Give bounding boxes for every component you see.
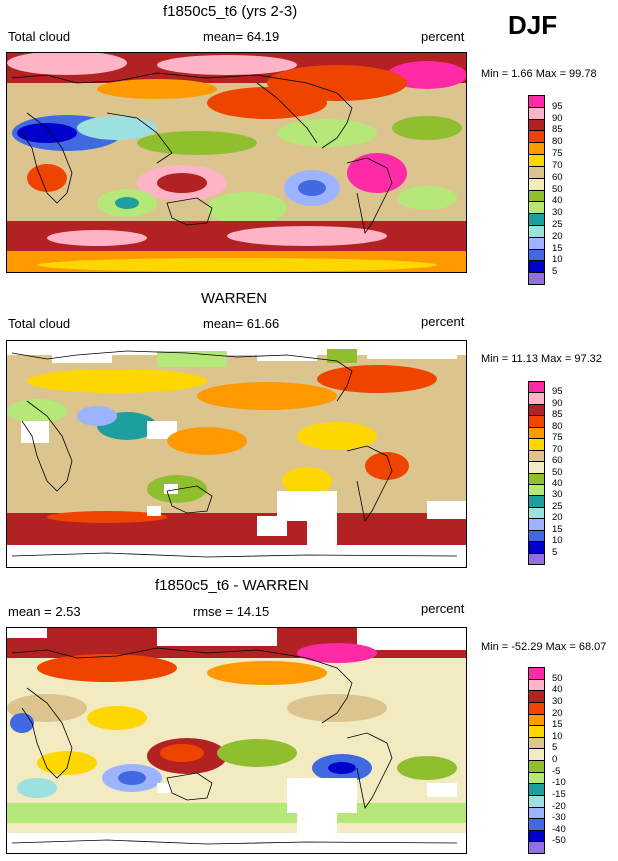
colorbar-label: 70 xyxy=(552,159,563,171)
colorbar-label: 50 xyxy=(552,183,563,195)
colorbar-label: 10 xyxy=(552,535,563,547)
colorbar-label: 0 xyxy=(552,754,558,765)
colorbar-label: 20 xyxy=(552,707,563,719)
colorbar-label: 80 xyxy=(552,136,563,148)
panel-3-mean-label: mean = 2.53 xyxy=(8,604,81,619)
colorbar-label: -5 xyxy=(552,765,561,777)
panel-3-units-label: percent xyxy=(421,601,465,616)
colorbar-label: 10 xyxy=(552,254,563,266)
panel-3-map xyxy=(6,627,467,854)
panel-3-rmse-label: rmse = 14.15 xyxy=(193,604,270,619)
panel-1-map-plot xyxy=(7,53,466,272)
season-label: DJF xyxy=(508,10,558,40)
colorbar-label: -40 xyxy=(552,823,566,835)
colorbar-label: 60 xyxy=(552,455,563,467)
colorbar-label: 75 xyxy=(552,432,563,444)
colorbar-label: 90 xyxy=(552,397,563,409)
panel-3-map-plot xyxy=(7,628,466,853)
colorbar-label: 20 xyxy=(552,512,563,524)
colorbar-label: 30 xyxy=(552,489,563,501)
colorbar-label: 15 xyxy=(552,523,563,535)
panel-2-title: WARREN xyxy=(201,290,268,307)
colorbar-label: 30 xyxy=(552,207,563,219)
colorbar-label: 15 xyxy=(552,719,563,731)
colorbar-label: 90 xyxy=(552,112,563,124)
panel-1-minmax: Min = 1.66 Max = 99.78 xyxy=(481,68,597,80)
colorbar-label: 95 xyxy=(552,386,563,398)
colorbar-label: -30 xyxy=(552,812,566,824)
colorbar-label: 20 xyxy=(552,230,563,242)
colorbar-label: 40 xyxy=(552,477,563,489)
panel-1-units-label: percent xyxy=(421,29,465,44)
panel-2-mean-label: mean= 61.66 xyxy=(203,316,280,331)
colorbar-label: 95 xyxy=(552,100,563,112)
panel-1-variable-label: Total cloud xyxy=(8,29,71,44)
panel-3-colorbar: 50 40 30 20 15 10 5 0 -5 -10 -15 -20 -30 -40 -50 xyxy=(528,667,566,854)
panel-1-colorbar: 95 90 85 80 75 70 60 50 40 30 25 20 15 10 5 xyxy=(528,95,563,285)
colorbar-label: -20 xyxy=(552,800,566,812)
panel-2-units-label: percent xyxy=(421,314,465,329)
panel-2-map xyxy=(6,340,467,568)
panel-2-variable-label: Total cloud xyxy=(8,316,71,331)
panel-3-title: f1850c5_t6 - WARREN xyxy=(155,577,309,594)
panel-2-minmax: Min = 11.13 Max = 97.32 xyxy=(481,353,602,365)
colorbar-label: -10 xyxy=(552,777,566,789)
colorbar-label: 70 xyxy=(552,443,563,455)
colorbar-label: 5 xyxy=(552,742,558,754)
colorbar-label: 50 xyxy=(552,466,563,478)
colorbar-label: 40 xyxy=(552,684,563,696)
colorbar-swatch xyxy=(528,272,545,285)
colorbar-swatch xyxy=(528,841,545,854)
colorbar-label: 60 xyxy=(552,171,563,183)
panel-2-map-plot xyxy=(7,341,466,567)
colorbar-label: 85 xyxy=(552,124,563,136)
colorbar-label: 10 xyxy=(552,730,563,742)
colorbar-swatch xyxy=(528,552,545,565)
colorbar-label: -15 xyxy=(552,788,566,800)
colorbar-label: 25 xyxy=(552,500,563,512)
colorbar-label: 30 xyxy=(552,695,563,707)
colorbar-label: 50 xyxy=(552,672,563,684)
colorbar-label: 85 xyxy=(552,409,563,421)
panel-1-mean-label: mean= 64.19 xyxy=(203,29,280,44)
panel-1-title: f1850c5_t6 (yrs 2-3) xyxy=(163,3,298,20)
colorbar-label: 80 xyxy=(552,420,563,432)
colorbar-label: 5 xyxy=(552,546,558,558)
panel-2-colorbar: 95 90 85 80 75 70 60 50 40 30 25 20 15 10 5 xyxy=(528,381,563,565)
colorbar-label: 5 xyxy=(552,266,558,278)
colorbar-label: 40 xyxy=(552,195,563,207)
colorbar-label: 15 xyxy=(552,242,563,254)
panel-3-minmax: Min = -52.29 Max = 68.07 xyxy=(481,641,607,653)
colorbar-label: -50 xyxy=(552,835,566,847)
colorbar-label: 25 xyxy=(552,218,563,230)
colorbar-label: 75 xyxy=(552,148,563,160)
panel-1-map xyxy=(6,52,467,273)
